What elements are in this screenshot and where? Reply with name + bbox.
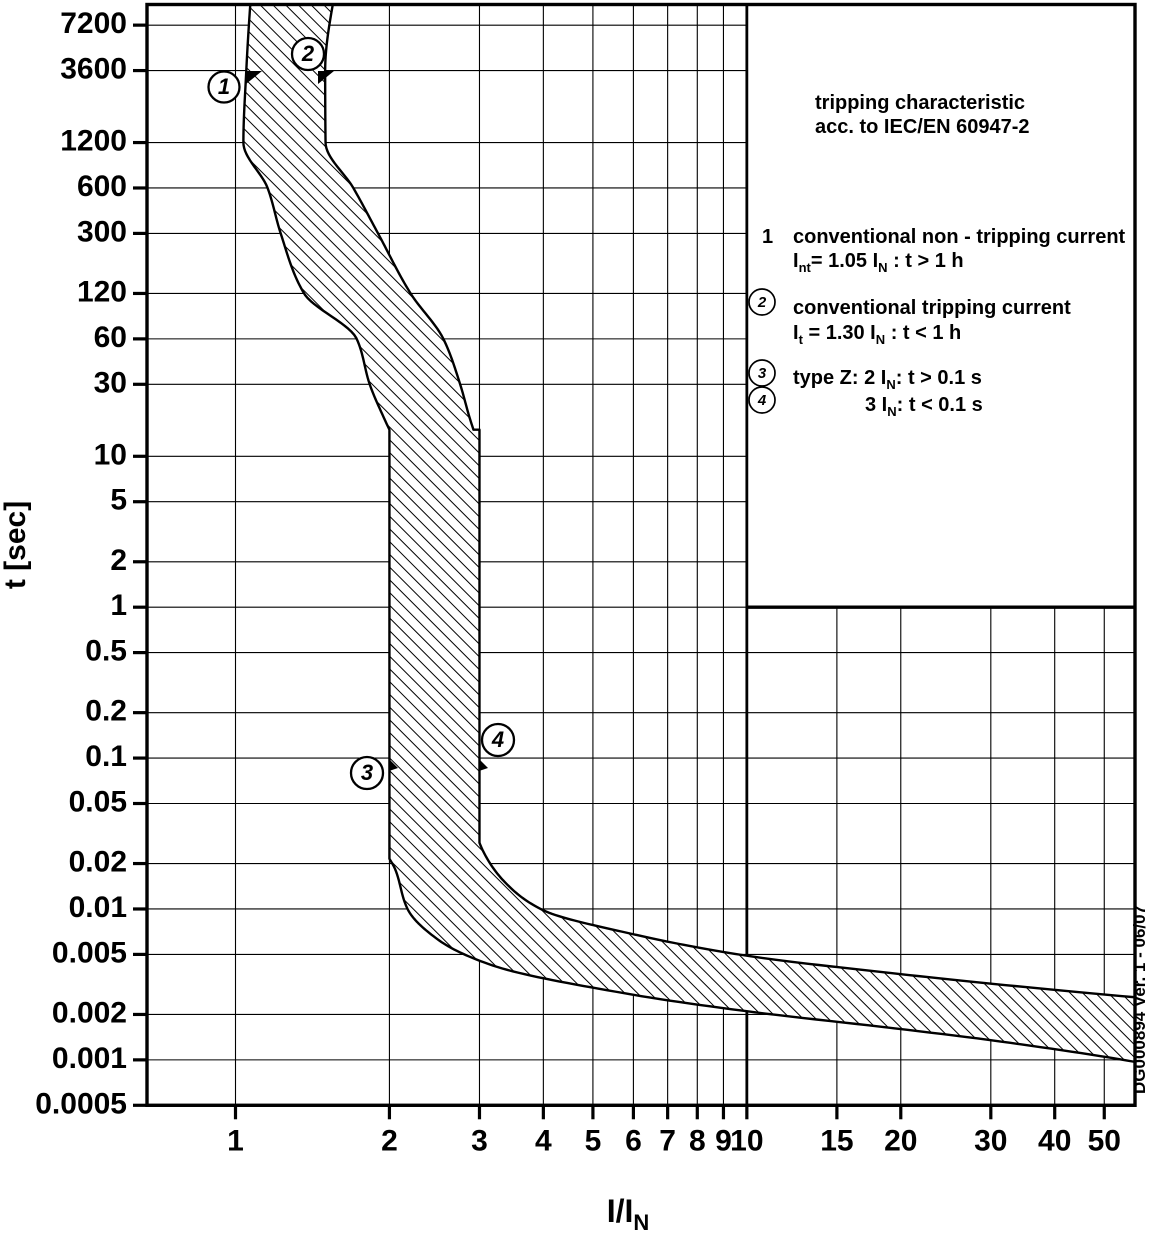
svg-text:120: 120: [77, 275, 127, 308]
svg-text:0.005: 0.005: [52, 936, 127, 969]
svg-text:3: 3: [758, 365, 767, 382]
svg-text:2: 2: [381, 1124, 398, 1157]
svg-text:t [sec]: t [sec]: [0, 501, 32, 589]
svg-text:0.01: 0.01: [69, 891, 127, 924]
svg-text:6: 6: [625, 1124, 642, 1157]
svg-text:0.5: 0.5: [85, 635, 127, 668]
svg-text:5: 5: [110, 484, 127, 517]
svg-text:1200: 1200: [60, 125, 127, 158]
svg-text:0.1: 0.1: [85, 740, 127, 773]
svg-text:3 IN: t < 0.1 s: 3 IN: t < 0.1 s: [865, 394, 983, 419]
svg-text:50: 50: [1088, 1124, 1121, 1157]
svg-text:4: 4: [491, 727, 504, 752]
svg-text:1: 1: [110, 589, 127, 622]
svg-text:tripping characteristic: tripping characteristic: [815, 92, 1025, 114]
svg-text:conventional tripping current: conventional tripping current: [793, 297, 1071, 319]
svg-text:30: 30: [974, 1124, 1007, 1157]
svg-text:0.0005: 0.0005: [35, 1087, 127, 1120]
svg-text:3: 3: [471, 1124, 488, 1157]
svg-text:5: 5: [585, 1124, 602, 1157]
svg-text:300: 300: [77, 215, 127, 248]
svg-text:60: 60: [94, 321, 127, 354]
svg-text:4: 4: [535, 1124, 552, 1157]
svg-text:8: 8: [689, 1124, 706, 1157]
svg-text:0.002: 0.002: [52, 996, 127, 1029]
svg-text:1: 1: [762, 226, 773, 248]
svg-text:conventional non - tripping cu: conventional non - tripping current: [793, 226, 1126, 248]
svg-text:10: 10: [730, 1124, 763, 1157]
svg-text:2: 2: [301, 41, 315, 66]
svg-text:0.05: 0.05: [69, 786, 127, 819]
svg-text:3: 3: [361, 760, 373, 785]
svg-text:DG000894 Ver. 1 - 06/07: DG000894 Ver. 1 - 06/07: [1130, 905, 1149, 1094]
svg-text:40: 40: [1038, 1124, 1071, 1157]
svg-text:30: 30: [94, 366, 127, 399]
svg-text:2: 2: [110, 544, 127, 577]
svg-text:15: 15: [820, 1124, 853, 1157]
svg-text:0.2: 0.2: [85, 695, 127, 728]
svg-text:acc. to IEC/EN 60947-2: acc. to IEC/EN 60947-2: [815, 116, 1030, 138]
svg-text:4: 4: [757, 392, 767, 409]
svg-text:1: 1: [218, 74, 230, 99]
svg-text:1: 1: [227, 1124, 244, 1157]
svg-text:7: 7: [659, 1124, 676, 1157]
svg-text:600: 600: [77, 170, 127, 203]
svg-text:10: 10: [94, 438, 127, 471]
svg-text:7200: 7200: [60, 7, 127, 40]
svg-text:2: 2: [757, 294, 767, 311]
svg-text:0.001: 0.001: [52, 1042, 127, 1075]
svg-text:20: 20: [884, 1124, 917, 1157]
svg-text:3600: 3600: [60, 53, 127, 86]
svg-text:0.02: 0.02: [69, 846, 127, 879]
